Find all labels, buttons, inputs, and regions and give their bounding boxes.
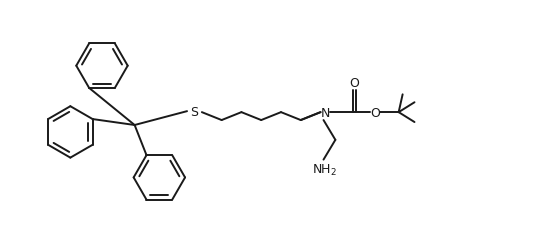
Text: NH$_2$: NH$_2$	[312, 162, 337, 177]
Text: O: O	[370, 106, 380, 119]
Text: N: N	[321, 106, 330, 119]
Text: S: S	[190, 105, 198, 118]
Text: O: O	[349, 77, 359, 90]
